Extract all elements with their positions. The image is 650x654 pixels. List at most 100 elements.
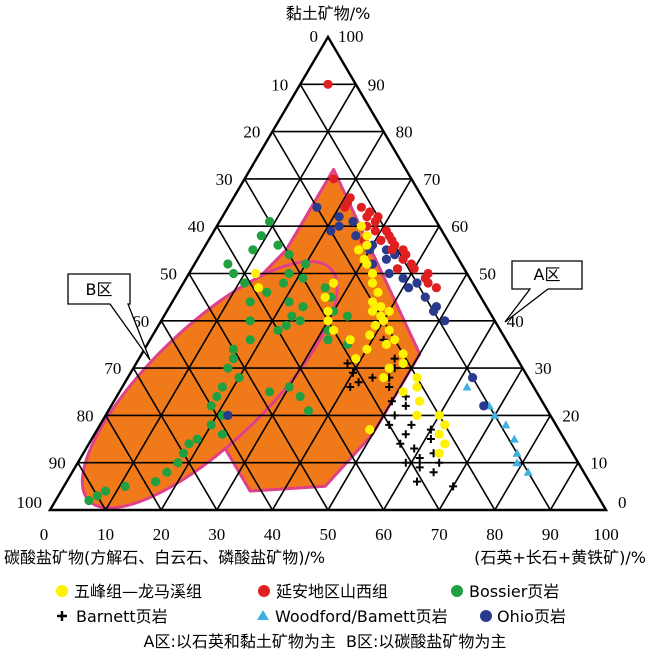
legend: 五峰组—龙马溪组 延安地区山西组 Bossier页岩 Barnett页岩 Woo… (56, 582, 566, 651)
grid-line-carbonate-30 (243, 178, 440, 511)
tick-right-10: 0 (618, 493, 627, 512)
tick-bottom-2: 20 (153, 525, 170, 544)
point-s1-1 (329, 174, 339, 184)
tick-left-10: 100 (17, 493, 43, 512)
tick-left-5: 50 (160, 265, 177, 284)
point-s0-41 (365, 425, 375, 435)
tick-left-7: 70 (104, 359, 121, 378)
point-s2-51 (303, 406, 314, 416)
grid-line-qfp-30 (216, 178, 413, 511)
point-s1-7 (370, 226, 380, 236)
point-s3-27 (413, 477, 421, 486)
point-s2-26 (245, 316, 255, 326)
tick-left-4: 40 (188, 217, 205, 236)
point-s0-33 (329, 325, 339, 335)
zone-a-label: A区 (534, 265, 561, 284)
grid-line-carbonate-70 (132, 367, 218, 511)
point-s5-2 (334, 221, 344, 231)
point-s2-44 (151, 477, 161, 487)
point-s5-15 (404, 283, 414, 293)
point-s2-2 (273, 240, 283, 250)
point-s0-14 (379, 316, 389, 326)
point-s0-36 (384, 363, 394, 373)
point-s1-20 (376, 235, 386, 245)
point-s3-11 (401, 401, 410, 410)
point-s3-17 (401, 430, 410, 439)
point-s2-27 (273, 325, 283, 335)
point-s5-4 (351, 231, 361, 241)
point-s5-21 (223, 410, 233, 420)
legend-label-bossier: Bossier页岩 (469, 582, 559, 601)
tick-right-2: 80 (396, 123, 413, 142)
legend-marker-wufeng (56, 585, 68, 597)
point-s3-6 (354, 378, 363, 387)
point-s5-20 (468, 373, 478, 383)
point-s2-42 (173, 458, 183, 468)
tick-bottom-9: 90 (542, 525, 559, 544)
left-axis-title: 碳酸盐矿物(方解石、白云石、磷酸盐矿物)/% (4, 548, 325, 567)
point-s0-15 (367, 306, 378, 316)
tick-left-8: 80 (77, 406, 94, 425)
point-s5-9 (381, 254, 391, 264)
point-s1-24 (381, 226, 391, 236)
point-s0-38 (412, 410, 422, 420)
point-s2-38 (217, 429, 227, 439)
point-s0-35 (362, 344, 372, 354)
point-s0-11 (376, 302, 386, 312)
grid-line-qfp-70 (438, 367, 524, 511)
point-s3-25 (415, 463, 424, 472)
point-s0-42 (323, 306, 333, 316)
point-s4-5 (512, 458, 522, 467)
point-s2-5 (284, 268, 294, 279)
point-s5-12 (384, 268, 394, 279)
tick-right-8: 20 (562, 406, 579, 425)
point-s3-4 (368, 373, 377, 382)
legend-label-ohio: Ohio页岩 (497, 607, 566, 626)
tick-bottom-0: 0 (40, 525, 49, 544)
point-s2-29 (228, 344, 239, 354)
point-s0-39 (251, 268, 261, 279)
point-s0-29 (434, 448, 444, 458)
tick-bottom-4: 40 (264, 525, 281, 544)
point-s2-39 (192, 434, 202, 444)
point-s2-6 (298, 273, 308, 283)
point-s1-21 (398, 254, 408, 264)
point-s3-10 (387, 397, 396, 406)
point-s1-5 (362, 212, 372, 222)
point-s3-12 (390, 411, 399, 420)
point-s2-52 (265, 387, 275, 397)
point-s0-3 (354, 245, 364, 255)
point-s2-20 (248, 245, 258, 255)
point-s1-14 (409, 264, 419, 274)
point-s0-6 (367, 268, 378, 279)
grid-line-carbonate-80 (104, 414, 162, 511)
point-s0-18 (390, 335, 400, 345)
legend-label-wufeng: 五峰组—龙马溪组 (74, 582, 202, 601)
point-s2-34 (212, 391, 222, 402)
point-s2-37 (206, 420, 216, 430)
legend-label-yanan: 延安地区山西组 (276, 582, 388, 601)
legend-label-woodford: Woodford/Bamett页岩 (275, 607, 448, 626)
series-1 (323, 79, 441, 293)
point-s4-2 (501, 420, 511, 429)
point-s2-40 (184, 439, 194, 449)
point-s5-16 (420, 292, 430, 302)
point-s2-11 (298, 302, 308, 312)
point-s3-5 (349, 368, 357, 377)
point-s3-8 (346, 383, 355, 391)
point-s2-50 (284, 382, 294, 392)
point-s2-32 (234, 373, 244, 383)
point-s0-23 (412, 382, 422, 392)
point-s1-23 (387, 245, 397, 255)
point-s5-18 (429, 306, 439, 316)
tick-right-9: 10 (590, 454, 607, 473)
point-s2-46 (101, 486, 111, 496)
point-s2-23 (240, 278, 250, 288)
point-s3-23 (401, 458, 410, 467)
point-s0-21 (398, 358, 408, 368)
legend-marker-yanan (258, 585, 270, 597)
tick-left-2: 20 (243, 123, 260, 142)
point-s0-27 (434, 429, 444, 439)
point-s3-1 (390, 354, 399, 363)
